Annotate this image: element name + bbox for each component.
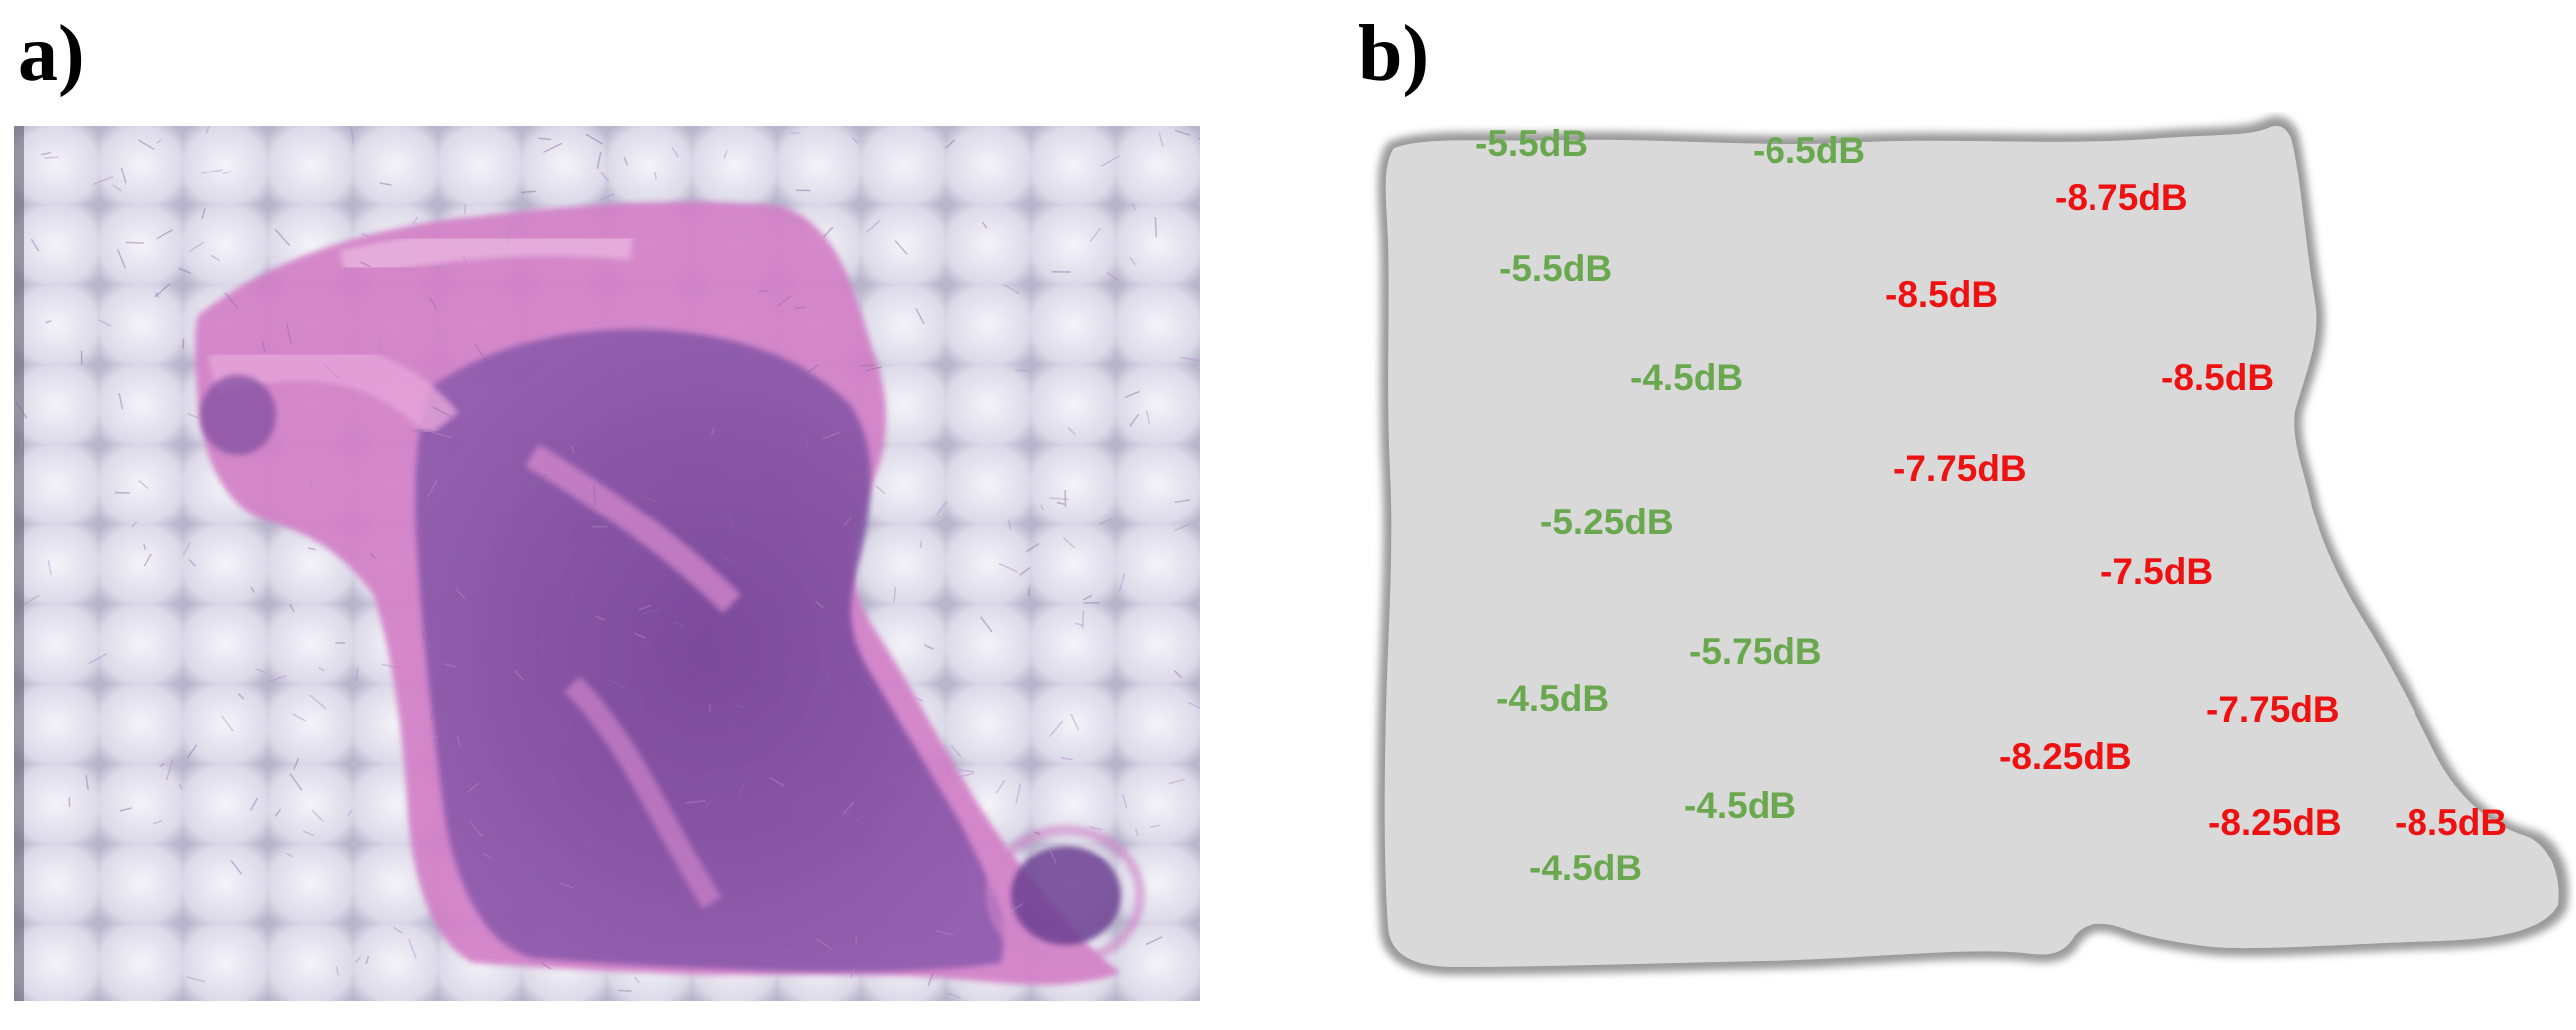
attenuation-value-label: -4.5dB — [1529, 848, 1643, 888]
mosaic-tile — [1116, 126, 1200, 205]
mosaic-tile — [268, 764, 353, 844]
attenuation-value-label: -6.5dB — [1753, 130, 1866, 171]
attenuation-value-label: -8.25dB — [1999, 736, 2132, 777]
mosaic-tile — [861, 285, 946, 365]
mosaic-tile — [1116, 365, 1200, 445]
mosaic-tile — [1116, 684, 1200, 764]
mosaic-tile — [1031, 365, 1116, 445]
attenuation-value-label: -7.5dB — [2100, 551, 2214, 592]
mosaic-tile — [99, 126, 183, 205]
mosaic-tile — [14, 764, 99, 844]
mosaic-tile — [1031, 285, 1116, 365]
mosaic-tile — [1116, 604, 1200, 684]
mosaic-tile — [946, 126, 1031, 205]
mosaic-tile — [268, 684, 353, 764]
mosaic-tile — [1116, 445, 1200, 524]
mosaic-tile — [99, 764, 183, 844]
mosaic-tile — [99, 285, 183, 365]
tissue-outline-shape — [1376, 116, 2569, 976]
attenuation-value-label: -8.25dB — [2208, 802, 2342, 843]
attenuation-value-label: -7.75dB — [2206, 689, 2340, 730]
mosaic-tile — [183, 764, 268, 844]
mosaic-tile — [14, 445, 99, 524]
mosaic-tile — [99, 365, 183, 445]
mosaic-tile — [1116, 764, 1200, 844]
mosaic-tile — [14, 126, 99, 205]
mosaic-tile — [692, 126, 777, 205]
attenuation-map: -5.5dB -6.5dB -8.75dB -5.5dB -8.5dB -4.5dB -8.… — [1366, 112, 2574, 1009]
mosaic-tile — [14, 923, 99, 1001]
mosaic-tile — [183, 524, 268, 604]
panel-b-label: b) — [1358, 10, 1430, 98]
mosaic-tile — [99, 604, 183, 684]
attenuation-value-label: -4.5dB — [1684, 785, 1797, 826]
mosaic-tile — [99, 445, 183, 524]
mosaic-tile — [14, 285, 99, 365]
mosaic-tile — [99, 923, 183, 1001]
mosaic-tile — [861, 205, 946, 285]
mosaic-tile — [946, 205, 1031, 285]
mosaic-tile — [607, 126, 692, 205]
mosaic-tile — [183, 684, 268, 764]
tissue-nodule — [1011, 846, 1121, 945]
mosaic-tile — [1031, 604, 1116, 684]
mosaic-tile — [1116, 285, 1200, 365]
mosaic-tile — [183, 604, 268, 684]
mosaic-tile — [268, 604, 353, 684]
mosaic-tile — [1116, 205, 1200, 285]
attenuation-value-label: -5.5dB — [1475, 123, 1589, 164]
mosaic-tile — [14, 205, 99, 285]
tissue-dense-region — [415, 329, 1004, 973]
mosaic-tile — [777, 126, 861, 205]
mosaic-tile — [14, 524, 99, 604]
mosaic-tile — [268, 923, 353, 1001]
mosaic-tile — [353, 126, 438, 205]
mosaic-tile — [861, 524, 946, 604]
mosaic-tile — [268, 844, 353, 923]
mosaic-tile — [946, 684, 1031, 764]
mosaic-tile — [183, 126, 268, 205]
mosaic-tile — [1031, 684, 1116, 764]
mosaic-tile — [1116, 524, 1200, 604]
histology-image — [14, 126, 1200, 1001]
mosaic-tile — [14, 684, 99, 764]
mosaic-tile — [14, 604, 99, 684]
attenuation-value-label: -8.5dB — [2161, 357, 2275, 398]
mosaic-tile — [946, 365, 1031, 445]
attenuation-value-label: -5.5dB — [1499, 248, 1613, 289]
mosaic-tile — [14, 365, 99, 445]
mosaic-tile — [1031, 126, 1116, 205]
mosaic-tile — [183, 923, 268, 1001]
mosaic-tile — [183, 844, 268, 923]
mosaic-tile — [946, 604, 1031, 684]
mosaic-tile — [99, 524, 183, 604]
attenuation-value-label: -4.5dB — [1496, 678, 1610, 719]
mosaic-tile — [1031, 445, 1116, 524]
attenuation-value-label: -5.25dB — [1540, 502, 1674, 542]
attenuation-value-label: -7.75dB — [1893, 448, 2027, 489]
attenuation-value-label: -8.75dB — [2055, 177, 2188, 218]
mosaic-tile — [1031, 524, 1116, 604]
mosaic-tile — [861, 126, 946, 205]
attenuation-value-label: -8.5dB — [2395, 802, 2508, 843]
histology-mosaic — [14, 126, 1200, 1001]
mosaic-tile — [946, 445, 1031, 524]
mosaic-tile — [946, 285, 1031, 365]
panel-a-label: a) — [18, 10, 85, 98]
mosaic-tile — [1031, 205, 1116, 285]
attenuation-value-label: -4.5dB — [1630, 357, 1744, 398]
mosaic-tile — [99, 205, 183, 285]
mosaic-tile — [14, 844, 99, 923]
mosaic-tile — [353, 923, 438, 1001]
attenuation-value-label: -5.75dB — [1689, 631, 1822, 672]
mosaic-tile — [268, 126, 353, 205]
mosaic-tile — [183, 205, 268, 285]
mosaic-tile — [946, 524, 1031, 604]
attenuation-value-label: -8.5dB — [1885, 274, 1999, 315]
mosaic-tile — [438, 126, 522, 205]
mosaic-tile — [99, 684, 183, 764]
mosaic-tile — [522, 126, 607, 205]
mosaic-tile — [99, 844, 183, 923]
